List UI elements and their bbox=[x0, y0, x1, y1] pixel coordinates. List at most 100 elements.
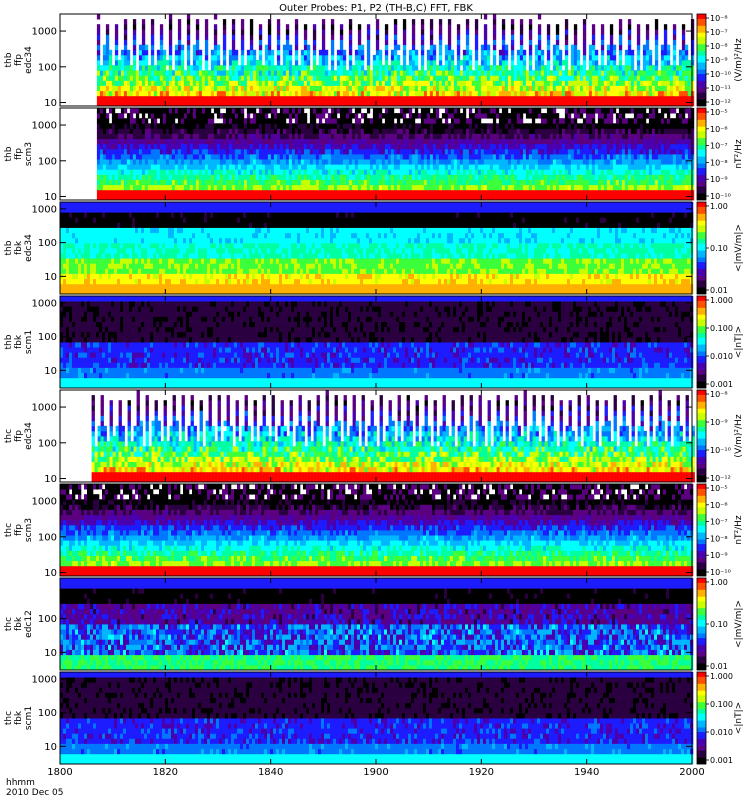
heatmap-cell bbox=[406, 169, 409, 175]
heatmap-cell bbox=[187, 70, 190, 76]
heatmap-cell bbox=[340, 174, 343, 180]
heatmap-cell bbox=[688, 174, 691, 180]
heatmap-cell bbox=[301, 144, 304, 150]
heatmap-cell bbox=[319, 60, 322, 66]
heatmap-cell bbox=[97, 96, 100, 102]
heatmap-cell bbox=[244, 164, 247, 170]
heatmap-cell bbox=[337, 169, 340, 175]
heatmap-cell bbox=[520, 180, 523, 186]
heatmap-cell bbox=[625, 185, 628, 191]
heatmap-cell bbox=[133, 40, 136, 46]
heatmap-cell bbox=[262, 139, 265, 145]
heatmap-cell bbox=[550, 185, 553, 191]
heatmap-cell bbox=[304, 149, 307, 155]
heatmap-cell bbox=[277, 139, 280, 145]
heatmap-cell bbox=[283, 80, 286, 86]
heatmap-cell bbox=[241, 60, 244, 66]
heatmap-cell bbox=[316, 80, 319, 86]
heatmap-cell bbox=[139, 65, 142, 71]
heatmap-cell bbox=[337, 75, 340, 81]
heatmap-cell bbox=[238, 70, 241, 76]
heatmap-cell bbox=[292, 154, 295, 160]
heatmap-cell bbox=[244, 149, 247, 155]
heatmap-cell bbox=[670, 139, 673, 145]
heatmap-cell bbox=[313, 139, 316, 145]
heatmap-cell bbox=[175, 80, 178, 86]
heatmap-cell bbox=[379, 80, 382, 86]
heatmap-cell bbox=[430, 75, 433, 81]
heatmap-cell bbox=[259, 24, 262, 30]
heatmap-cell bbox=[160, 24, 163, 30]
heatmap-cell bbox=[484, 149, 487, 155]
heatmap-cell bbox=[244, 96, 247, 102]
heatmap-cell bbox=[625, 174, 628, 180]
heatmap-cell bbox=[679, 91, 682, 97]
heatmap-cell bbox=[583, 164, 586, 170]
heatmap-cell bbox=[520, 50, 523, 56]
heatmap-cell bbox=[142, 190, 145, 196]
heatmap-cell bbox=[442, 190, 445, 196]
heatmap-cell bbox=[484, 91, 487, 97]
heatmap-cell bbox=[127, 80, 130, 86]
heatmap-cell bbox=[97, 174, 100, 180]
heatmap-cell bbox=[655, 96, 658, 102]
heatmap-cell bbox=[157, 169, 160, 175]
heatmap-cell bbox=[481, 180, 484, 186]
heatmap-cell bbox=[562, 159, 565, 165]
heatmap-cell bbox=[172, 159, 175, 165]
heatmap-cell bbox=[625, 75, 628, 81]
heatmap-cell bbox=[121, 164, 124, 170]
heatmap-cell bbox=[148, 70, 151, 76]
heatmap-cell bbox=[442, 91, 445, 97]
heatmap-cell bbox=[214, 185, 217, 191]
heatmap-cell bbox=[229, 164, 232, 170]
heatmap-cell bbox=[502, 80, 505, 86]
heatmap-cell bbox=[481, 154, 484, 160]
heatmap-cell bbox=[361, 65, 364, 71]
heatmap-cell bbox=[670, 70, 673, 76]
heatmap-cell bbox=[352, 139, 355, 145]
heatmap-cell bbox=[181, 174, 184, 180]
heatmap-cell bbox=[280, 134, 283, 140]
heatmap-cell bbox=[100, 134, 103, 140]
heatmap-cell bbox=[328, 134, 331, 140]
heatmap-cell bbox=[559, 70, 562, 76]
heatmap-cell bbox=[685, 75, 688, 81]
heatmap-cell bbox=[337, 139, 340, 145]
heatmap-cell bbox=[586, 86, 589, 92]
heatmap-cell bbox=[631, 164, 634, 170]
heatmap-cell bbox=[559, 169, 562, 175]
heatmap-cell bbox=[199, 96, 202, 102]
colorbar-segment bbox=[697, 37, 706, 40]
heatmap-cell bbox=[118, 134, 121, 140]
heatmap-cell bbox=[121, 75, 124, 81]
heatmap-cell bbox=[130, 80, 133, 86]
heatmap-cell bbox=[274, 86, 277, 92]
heatmap-cell bbox=[445, 60, 448, 66]
heatmap-cell bbox=[391, 55, 394, 61]
heatmap-cell bbox=[406, 65, 409, 71]
heatmap-cell bbox=[619, 149, 622, 155]
heatmap-cell bbox=[520, 174, 523, 180]
heatmap-cell bbox=[406, 190, 409, 196]
heatmap-cell bbox=[223, 40, 226, 46]
colorbar-segment bbox=[697, 99, 706, 102]
heatmap-cell bbox=[412, 40, 415, 46]
heatmap-cell bbox=[265, 60, 268, 66]
heatmap-cell bbox=[613, 154, 616, 160]
heatmap-cell bbox=[589, 65, 592, 71]
heatmap-cell bbox=[412, 50, 415, 56]
heatmap-cell bbox=[172, 190, 175, 196]
heatmap-cell bbox=[415, 144, 418, 150]
heatmap-cell bbox=[631, 91, 634, 97]
heatmap-cell bbox=[301, 96, 304, 102]
heatmap-cell bbox=[322, 70, 325, 76]
heatmap-cell bbox=[430, 70, 433, 76]
heatmap-cell bbox=[406, 75, 409, 81]
heatmap-cell bbox=[394, 60, 397, 66]
heatmap-cell bbox=[355, 60, 358, 66]
heatmap-cell bbox=[373, 154, 376, 160]
heatmap-cell bbox=[97, 40, 100, 46]
heatmap-cell bbox=[664, 40, 667, 46]
heatmap-cell bbox=[304, 80, 307, 86]
